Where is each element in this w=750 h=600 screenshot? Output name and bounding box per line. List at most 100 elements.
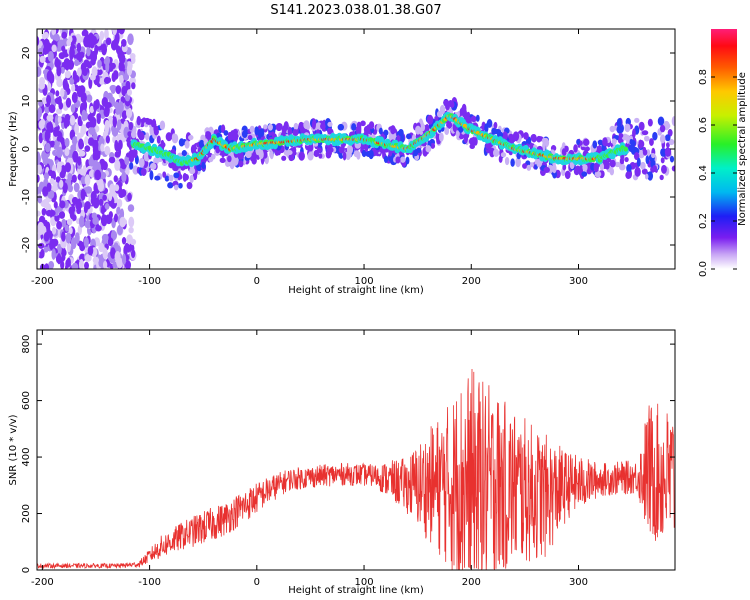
spectrogram-point [624,123,631,133]
spectrogram-point [81,29,89,38]
spectrogram-point [536,159,541,168]
spectrogram-point [641,130,649,136]
spectrogram-point [90,59,96,66]
spectrogram-point [229,160,235,170]
spectrogram-point [37,174,40,183]
spectrogram-point [39,55,46,64]
spectrogram-point [37,242,45,249]
spectrogram-point [39,76,46,86]
snr-y-ticks: 0 200 400 600 800 [21,335,675,573]
spectrogram-point [638,121,645,131]
spectrogram-point [95,225,102,232]
spectrogram-point [69,77,75,85]
spectrogram-point [60,260,65,269]
x-tick-label: 200 [462,276,481,287]
spectrogram-point [522,163,528,169]
spectrogram-point [108,192,113,202]
spectrogram-point [645,155,650,165]
spectrogram-point [127,192,132,202]
spectrogram-point [156,135,161,144]
snr-x-axis-label: Height of straight line (km) [288,585,424,596]
spectrogram-point [536,135,542,143]
spectrogram-point [337,123,345,131]
spectrogram-point [56,78,63,88]
spectrogram-point [492,148,500,157]
spectrogram-point [80,92,87,104]
spectrogram-point [87,245,94,256]
spectrogram-point [660,148,667,157]
spectrogram-point [286,150,293,156]
x-tick-label: 100 [354,276,373,287]
spectrogram-point [44,263,50,269]
spectrogram-point [364,145,369,152]
spectrogram-point [353,150,360,158]
spectrogram-point [121,237,127,245]
spectrogram-point [307,151,314,161]
spectrogram-point [47,50,54,62]
colorbar-tick-label: 0.0 [698,261,709,277]
spectrogram-point [508,133,514,140]
spectrogram-point [37,66,42,78]
spectrogram-point [102,247,108,260]
spectrogram-point [141,117,147,124]
spectrogram-point [78,259,84,269]
spectrogram-point [73,182,80,193]
spectrogram-point [130,238,137,246]
spectrogram-point [42,154,49,166]
spectrogram-point [288,153,295,162]
spectrogram-point [119,74,124,84]
spectrogram-point [562,163,567,171]
spectrogram-point [237,151,244,160]
spectrogram-point [227,155,232,163]
spectrogram-point [60,66,65,74]
spectrogram-point [668,138,675,146]
spectrogram-point [96,113,102,120]
spectrogram-point [356,124,362,134]
spectrogram-point [37,223,44,236]
spectrogram-point [378,127,383,135]
spectrogram-point [100,171,107,180]
spectrogram-point [117,139,123,150]
spectrogram-point [531,134,537,143]
spectrogram-point [58,52,66,60]
spectrogram-point [345,151,351,161]
spectrogram-point [484,123,489,133]
spectrogram-point [153,127,159,136]
colorbar-gradient [711,29,737,269]
spectrogram-point [61,45,66,52]
spectrogram-point [599,162,605,171]
spectrogram-point [56,161,62,174]
spectrogram-point [132,165,139,175]
x-tick-label: 300 [569,577,588,588]
spectrogram-point [46,70,54,83]
spectrogram-point [64,147,70,157]
spectrogram-point [58,179,64,189]
spectrogram-point [430,142,436,149]
spectrogram-point [115,254,121,266]
spectrogram-point [37,249,40,260]
spectrogram-point [659,124,666,133]
spectrogram-point [625,171,632,179]
spectrogram-point [84,220,92,229]
spectrogram-point [66,241,71,253]
spectrogram-point [115,32,120,44]
spectrogram-point [72,150,79,163]
spectrogram-point [338,146,345,154]
spectrogram-point [161,142,166,148]
spectrogram-point [629,138,634,145]
spectrogram-point [383,155,389,164]
y-tick-label: 0 [21,146,32,152]
spectrogram-point [101,161,108,171]
spectrogram-point [390,125,396,135]
spectrogram-point [512,131,520,142]
spectrogram-point [582,163,588,172]
x-tick-label: 0 [254,577,260,588]
spectrogram-point [56,108,63,115]
spectrogram-point [81,109,87,122]
spectrogram-point [118,52,126,65]
spectrogram-point [198,139,205,149]
spectrogram-point [43,232,50,242]
spectrogram-point [112,231,118,240]
spectrogram-point [420,123,426,132]
